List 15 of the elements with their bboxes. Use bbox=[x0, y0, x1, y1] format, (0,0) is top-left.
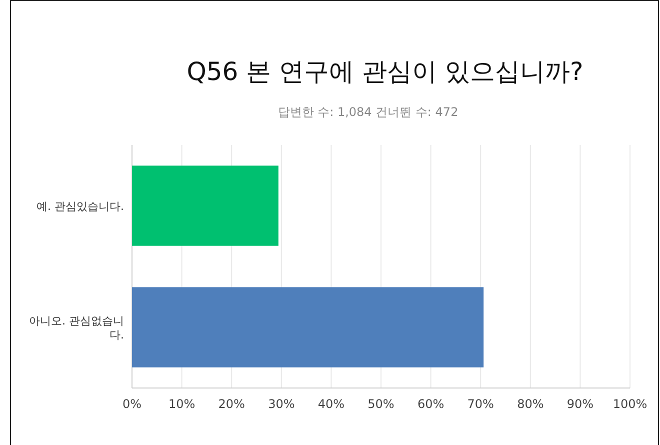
x-tick-label: 90% bbox=[566, 397, 594, 411]
x-tick-label: 10% bbox=[168, 397, 196, 411]
x-tick-label: 20% bbox=[218, 397, 245, 411]
x-tick-label: 60% bbox=[417, 397, 444, 411]
x-tick-label: 40% bbox=[318, 397, 345, 411]
x-tick-label: 80% bbox=[517, 397, 544, 411]
y-tick-label: 예. 관심있습니다. bbox=[36, 200, 124, 213]
chart-subtitle: 답변한 수: 1,084 건너뛴 수: 472 bbox=[278, 105, 458, 119]
x-tick-label: 0% bbox=[122, 397, 142, 411]
x-tick-label: 100% bbox=[612, 397, 648, 411]
x-tick-label: 30% bbox=[268, 397, 295, 411]
chart-title: Q56 본 연구에 관심이 있으십니까? bbox=[186, 57, 584, 86]
y-tick-label: 아니오. 관심없습니다. bbox=[29, 314, 124, 342]
x-tick-label: 50% bbox=[368, 397, 394, 411]
x-tick-label: 70% bbox=[467, 397, 494, 411]
